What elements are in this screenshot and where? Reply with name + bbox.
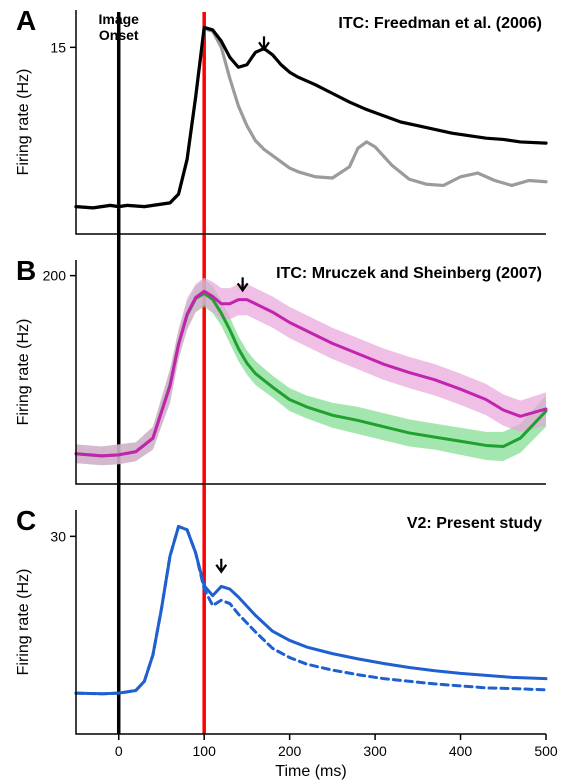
blue-dashed bbox=[76, 526, 546, 693]
panel-C-ylabel: Firing rate (Hz) bbox=[15, 569, 32, 676]
blue-solid bbox=[76, 526, 546, 693]
panel-C-axis bbox=[76, 510, 546, 734]
panel-B-ylabel: Firing rate (Hz) bbox=[15, 319, 32, 426]
ytick-label: 200 bbox=[43, 268, 67, 284]
panel-B-title: ITC: Mruczek and Sheinberg (2007) bbox=[276, 265, 542, 282]
panel-letter-C: C bbox=[16, 505, 36, 536]
black-trace bbox=[76, 27, 546, 207]
xtick-label: 400 bbox=[449, 743, 473, 759]
panel-A-title: ITC: Freedman et al. (2006) bbox=[338, 15, 542, 32]
xtick-label: 100 bbox=[193, 743, 217, 759]
image-onset-label: Onset bbox=[99, 27, 139, 43]
xtick-label: 0 bbox=[115, 743, 123, 759]
panel-letter-B: B bbox=[16, 255, 36, 286]
xtick-label: 200 bbox=[278, 743, 302, 759]
panel-A-ylabel: Firing rate (Hz) bbox=[15, 69, 32, 176]
xtick-label: 300 bbox=[363, 743, 387, 759]
xtick-label: 500 bbox=[534, 743, 558, 759]
image-onset-label: Image bbox=[98, 11, 139, 27]
gray-trace bbox=[76, 29, 546, 208]
panel-letter-A: A bbox=[16, 5, 36, 36]
ytick-label: 30 bbox=[50, 528, 66, 544]
panel-C-title: V2: Present study bbox=[407, 515, 542, 532]
down-arrow-icon bbox=[216, 559, 226, 572]
x-axis-label: Time (ms) bbox=[275, 763, 346, 780]
ytick-label: 15 bbox=[50, 39, 66, 55]
panel-A-axis bbox=[76, 10, 546, 234]
